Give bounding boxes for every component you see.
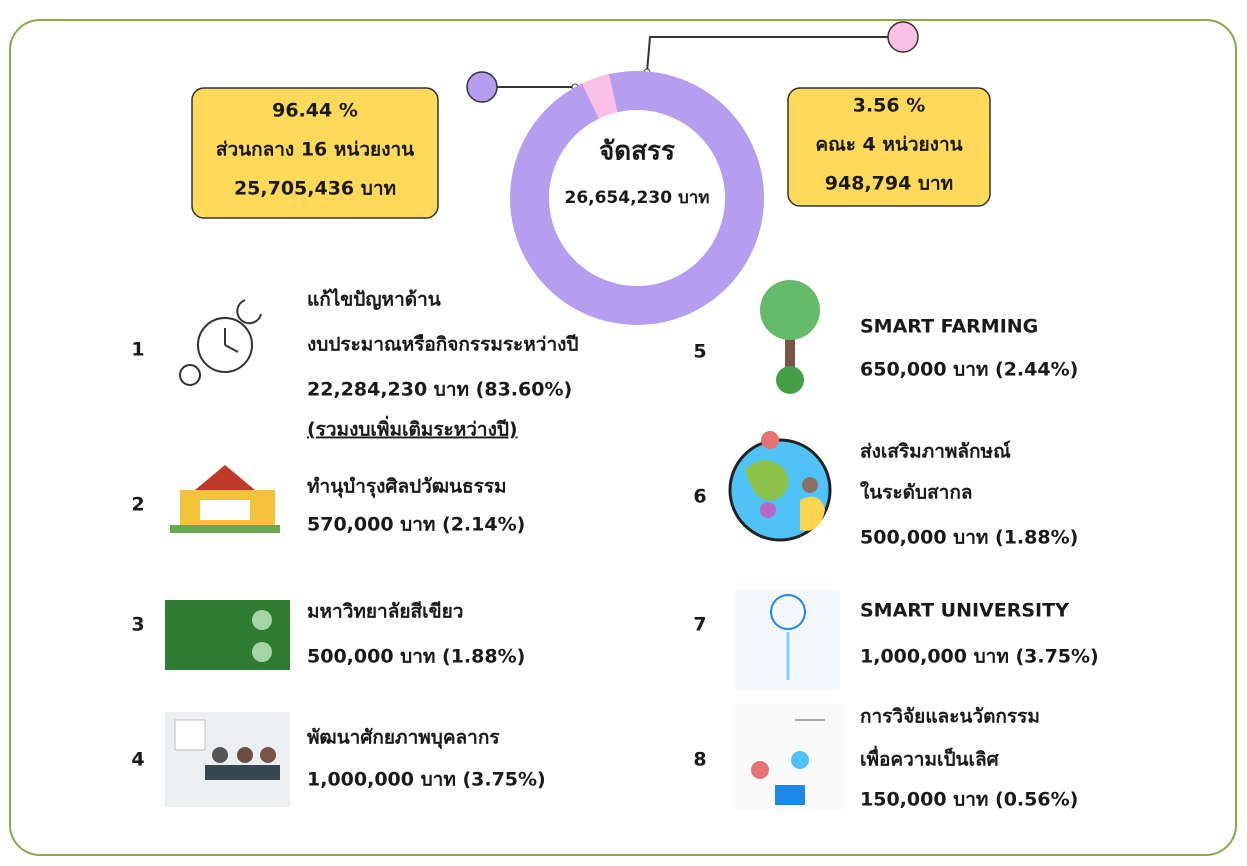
item-number: 1 — [131, 339, 144, 361]
item-text: การวิจัยและนวัตกรรม — [860, 706, 1040, 728]
slice-name: ส่วนกลาง 16 หน่วยงาน — [216, 139, 414, 161]
item-number: 3 — [131, 614, 144, 636]
icon — [735, 590, 840, 690]
item-text: ในระดับสากล — [860, 481, 973, 504]
item-text: ทำนุบำรุงศิลปวัฒนธรรม — [307, 476, 507, 499]
infographic: จัดสรร 26,654,230 บาท 96.44 % ส่วนกลาง 1… — [0, 0, 1247, 866]
item-text: 150,000 บาท (0.56%) — [860, 789, 1078, 811]
item-text: 500,000 บาท (1.88%) — [307, 646, 525, 668]
center-label: จัดสรร — [599, 137, 675, 167]
item-text: เพื่อความเป็นเลิศ — [860, 746, 1000, 771]
item-text: 500,000 บาท (1.88%) — [860, 527, 1078, 549]
icon — [735, 705, 845, 810]
item-number: 8 — [693, 749, 706, 771]
item-text: SMART UNIVERSITY — [860, 600, 1069, 622]
item-text: แก้ไขปัญหาด้าน — [307, 288, 441, 311]
item-note: (รวมงบเพิ่มเติมระหว่างปี) — [307, 416, 518, 441]
slice-label: 3.56 % — [853, 95, 926, 117]
slice-label: 96.44 % — [272, 100, 358, 122]
item-text: 650,000 บาท (2.44%) — [860, 359, 1078, 381]
item-text: 1,000,000 บาท (3.75%) — [307, 769, 546, 791]
item-text: ส่งเสริมภาพลักษณ์ — [860, 441, 1011, 463]
item-number: 4 — [131, 749, 144, 771]
item-number: 7 — [693, 614, 706, 636]
icon — [165, 712, 290, 807]
item-number: 6 — [693, 486, 706, 508]
item-text: มหาวิทยาลัยสีเขียว — [307, 601, 463, 623]
item-number: 5 — [693, 341, 706, 363]
item-text: พัฒนาศักยภาพบุคลากร — [307, 727, 500, 750]
connector-end — [888, 22, 918, 52]
icon — [165, 600, 290, 670]
item-text: งบประมาณหรือกิจกรรมระหว่างปี — [307, 334, 578, 356]
item-text: SMART FARMING — [860, 316, 1038, 338]
connector-end — [467, 72, 497, 102]
item-text: 22,284,230 บาท (83.60%) — [307, 379, 572, 401]
item-text: 570,000 บาท (2.14%) — [307, 514, 525, 536]
slice-amount: 25,705,436 บาท — [234, 178, 396, 200]
slice-name: คณะ 4 หน่วยงาน — [815, 134, 962, 156]
slice-amount: 948,794 บาท — [825, 173, 953, 195]
center-value: 26,654,230 บาท — [564, 188, 709, 208]
item-number: 2 — [131, 494, 144, 516]
item-text: 1,000,000 บาท (3.75%) — [860, 646, 1099, 668]
